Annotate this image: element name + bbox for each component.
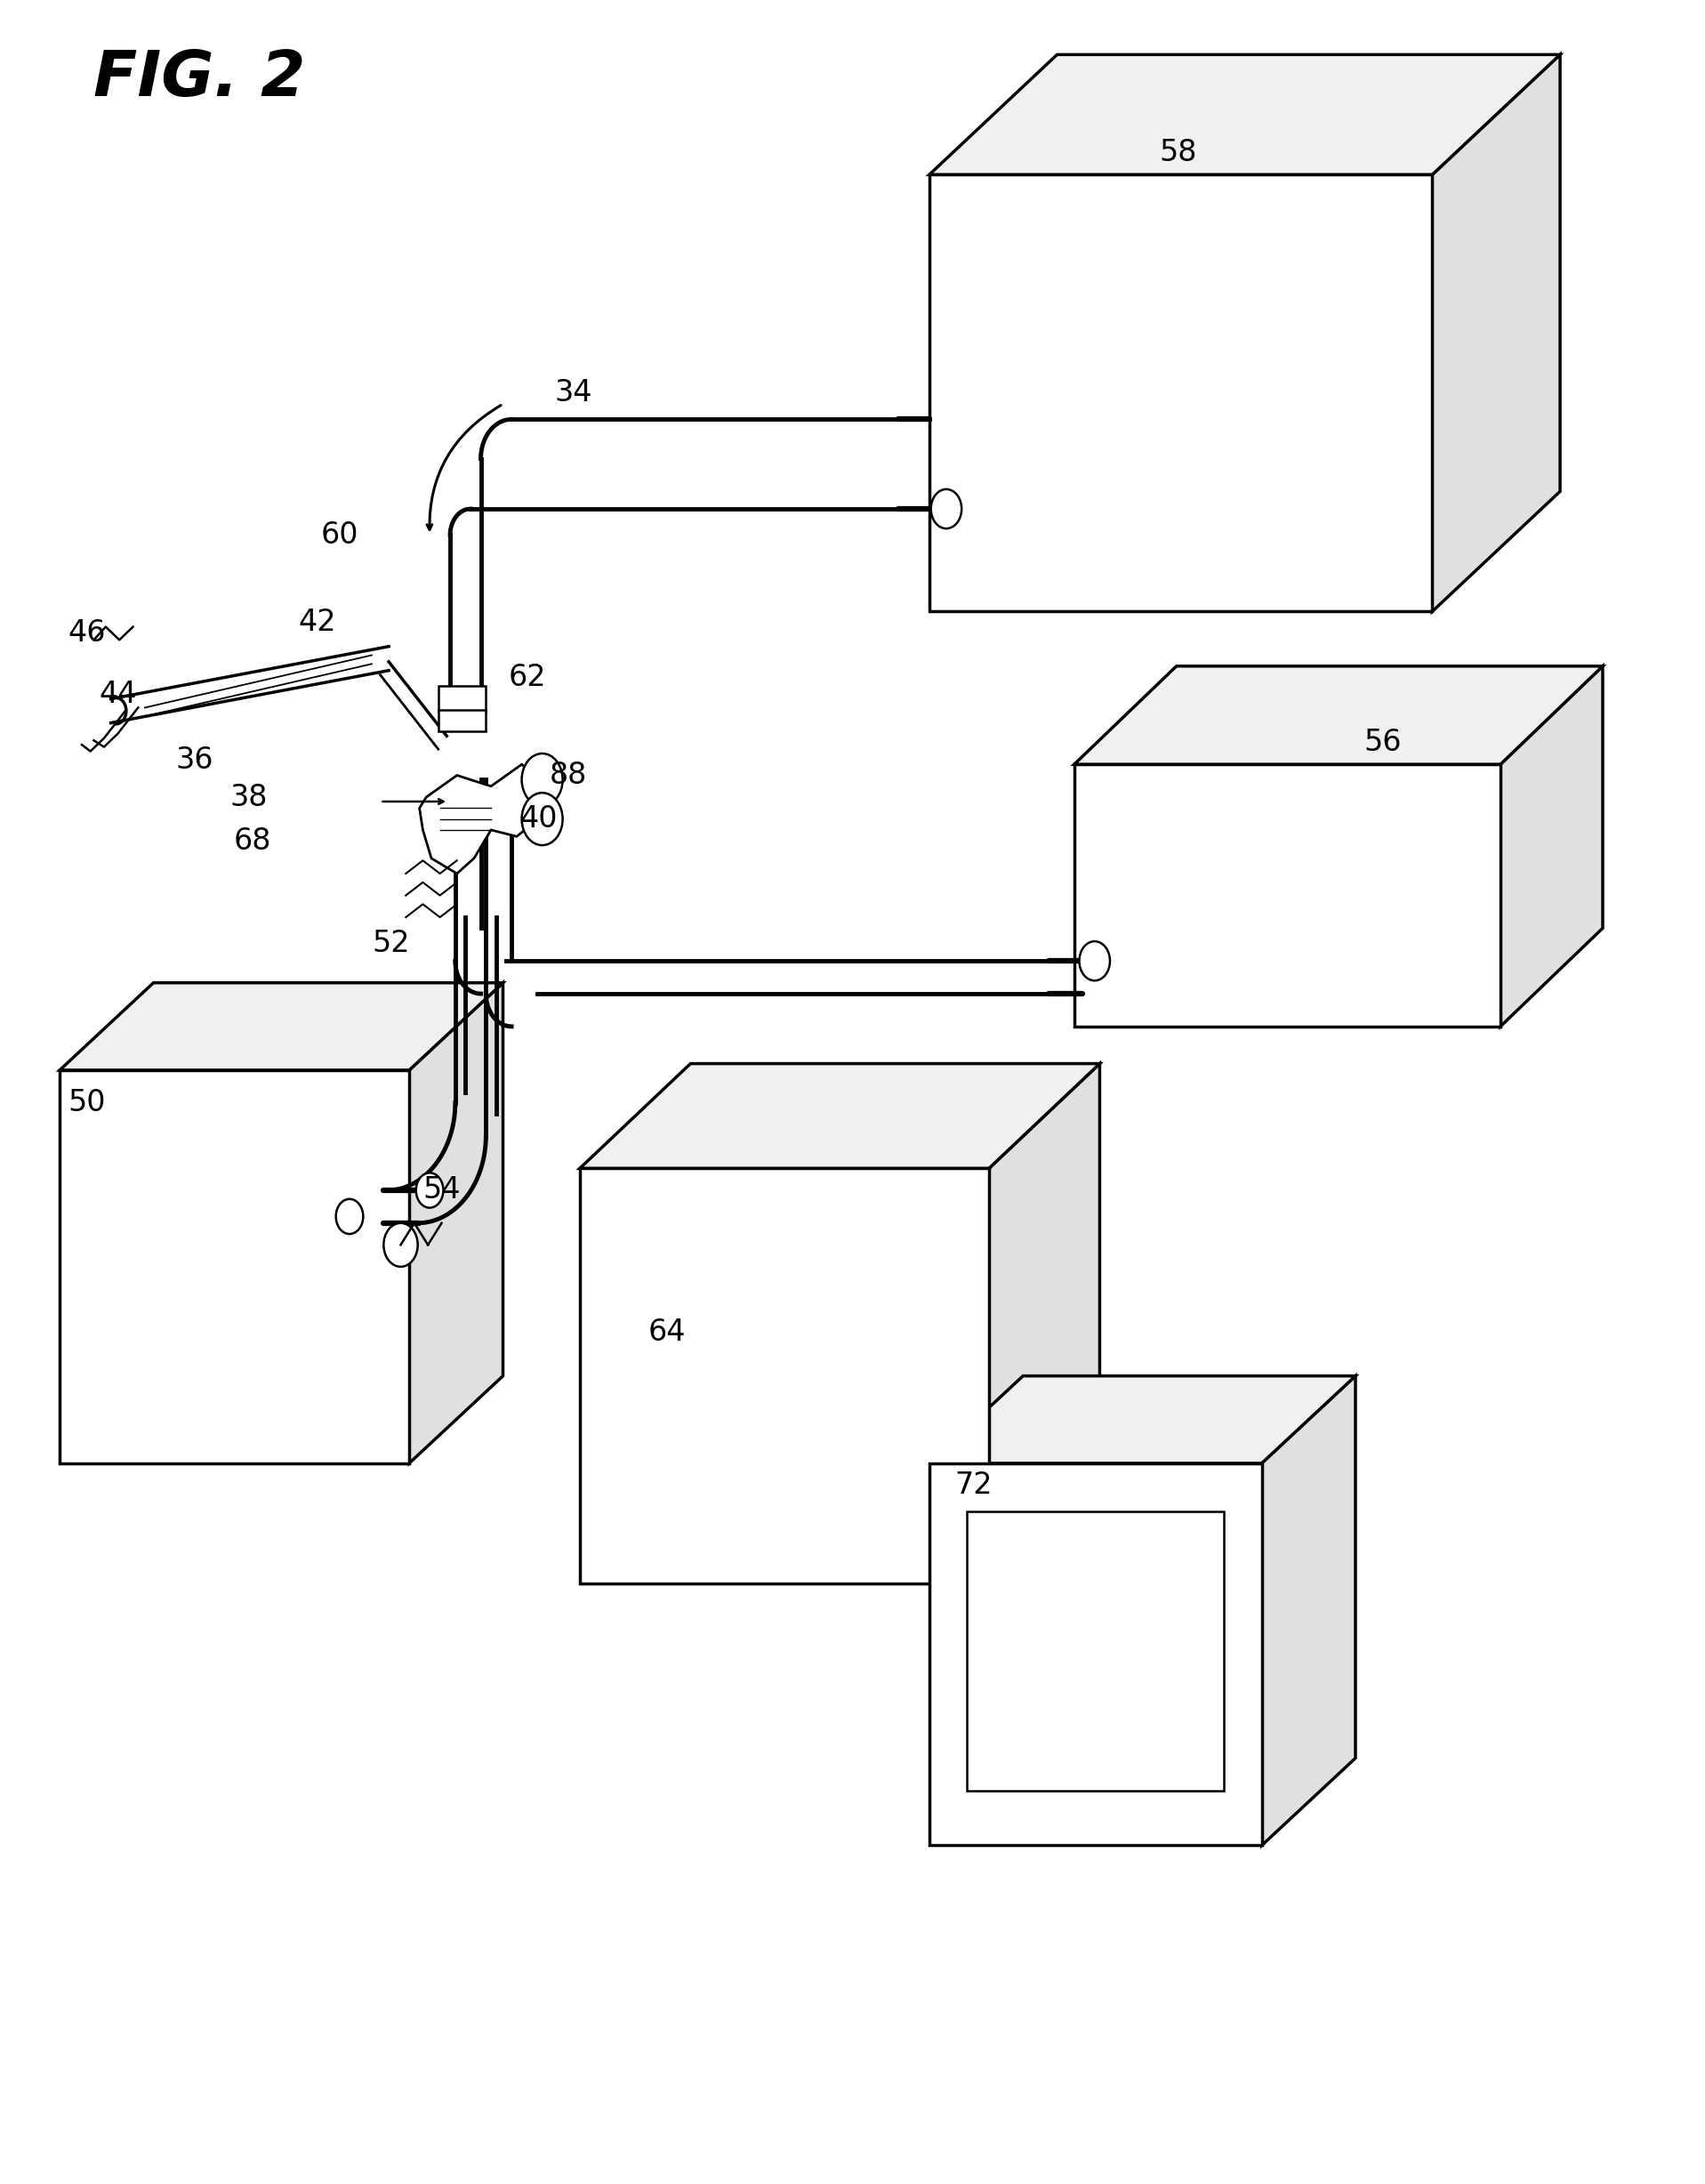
Text: 60: 60 <box>321 520 358 550</box>
Text: 52: 52 <box>372 928 409 959</box>
Text: 54: 54 <box>423 1175 460 1206</box>
Polygon shape <box>929 55 1560 175</box>
Circle shape <box>931 489 962 529</box>
Polygon shape <box>1074 666 1603 764</box>
Text: 50: 50 <box>68 1088 106 1118</box>
Polygon shape <box>419 764 539 874</box>
Circle shape <box>336 1199 363 1234</box>
Polygon shape <box>438 710 486 732</box>
Polygon shape <box>438 686 486 712</box>
Polygon shape <box>929 1376 1355 1463</box>
Text: 58: 58 <box>1159 138 1197 168</box>
Text: 40: 40 <box>520 804 558 834</box>
Circle shape <box>522 793 563 845</box>
Text: 62: 62 <box>508 662 546 692</box>
Text: 34: 34 <box>554 378 592 408</box>
Text: 46: 46 <box>68 618 106 649</box>
Polygon shape <box>1262 1376 1355 1845</box>
Polygon shape <box>1500 666 1603 1026</box>
Polygon shape <box>929 175 1432 612</box>
Polygon shape <box>60 983 503 1070</box>
Text: 72: 72 <box>955 1470 992 1500</box>
Text: 68: 68 <box>234 826 271 856</box>
Text: 56: 56 <box>1364 727 1402 758</box>
Text: 36: 36 <box>176 745 213 775</box>
Polygon shape <box>409 983 503 1463</box>
Circle shape <box>416 1173 443 1208</box>
Polygon shape <box>929 1463 1262 1845</box>
Polygon shape <box>989 1064 1100 1583</box>
Polygon shape <box>967 1511 1224 1791</box>
Circle shape <box>1079 941 1110 981</box>
Text: 44: 44 <box>99 679 136 710</box>
Text: FIG. 2: FIG. 2 <box>94 48 305 109</box>
Text: 64: 64 <box>648 1317 685 1348</box>
Circle shape <box>384 1223 418 1267</box>
Polygon shape <box>1074 764 1500 1026</box>
Polygon shape <box>580 1064 1100 1168</box>
Polygon shape <box>60 1070 409 1463</box>
Polygon shape <box>1432 55 1560 612</box>
Polygon shape <box>580 1168 989 1583</box>
Text: 38: 38 <box>230 782 268 812</box>
Text: 42: 42 <box>298 607 336 638</box>
Text: 88: 88 <box>549 760 587 791</box>
Circle shape <box>522 753 563 806</box>
